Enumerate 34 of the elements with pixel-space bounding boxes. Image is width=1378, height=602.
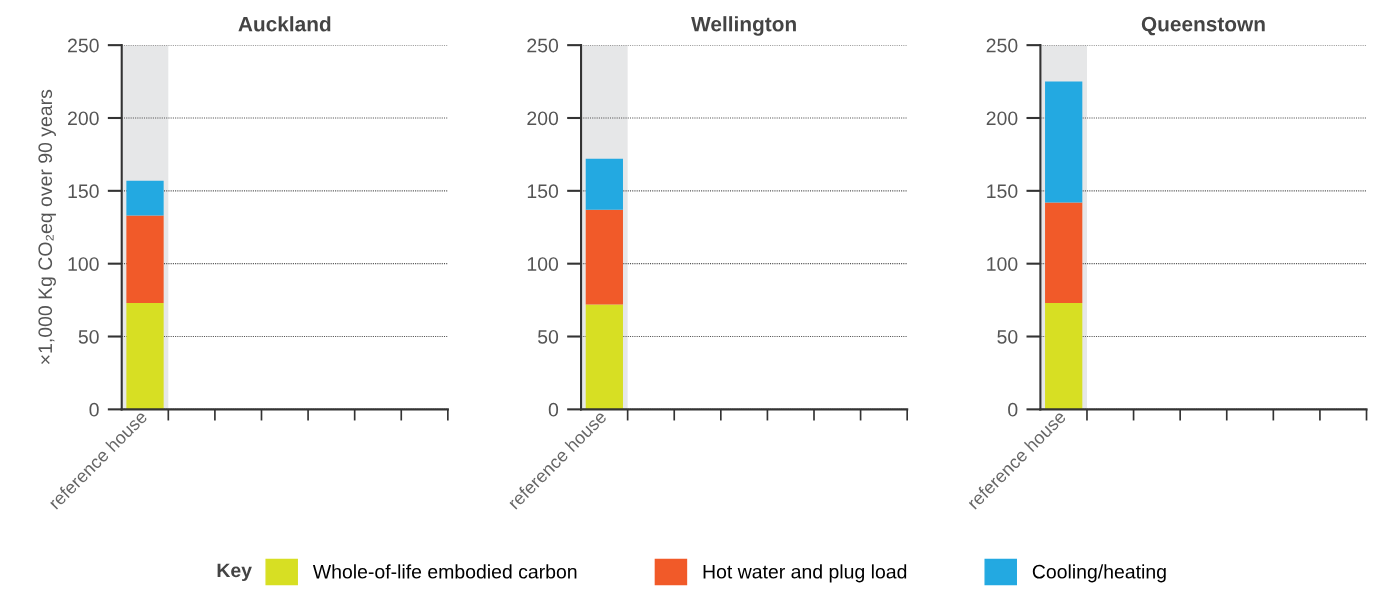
y-tick-label: 200 [986, 111, 1018, 126]
y-tick-label: 200 [527, 111, 559, 126]
y-tick-label: 150 [527, 184, 559, 199]
y-tick-label: 250 [68, 38, 99, 53]
bar [126, 215, 164, 304]
y-tick-label: 150 [68, 184, 99, 199]
y-tick-label: 150 [987, 184, 1018, 199]
y-tick-label: 50 [537, 329, 559, 344]
y-tick-label: 50 [78, 329, 99, 344]
bar [585, 304, 623, 410]
y-axis-title: ×1,000 Kg CO₂eq over 90 years [38, 89, 56, 364]
y-tick-label: 100 [68, 257, 99, 271]
y-tick-label: 0 [548, 402, 559, 417]
chart-title: Queenstown [1141, 16, 1265, 36]
y-tick-label: 100 [527, 257, 559, 271]
legend-label: Cooling/heating [1032, 564, 1166, 583]
y-tick-label: 250 [527, 38, 559, 53]
y-tick-label: 0 [1008, 402, 1018, 417]
y-tick-label: 200 [68, 111, 99, 126]
y-tick-label: 100 [987, 257, 1018, 271]
y-tick-label: 250 [986, 38, 1018, 53]
legend-label: Hot water and plug load [703, 564, 907, 583]
bar [1045, 202, 1083, 304]
chart-title: Auckland [238, 16, 331, 32]
bar [126, 180, 164, 216]
y-tick-label: 50 [997, 329, 1018, 344]
bar [1045, 303, 1083, 410]
bar [585, 158, 623, 210]
y-tick-label: 0 [89, 402, 99, 417]
legend-label: Whole-of-life embodied carbon [312, 564, 577, 579]
legend-title: Key [217, 563, 252, 582]
bar [585, 209, 623, 305]
bar [126, 303, 164, 410]
chart-title: Wellington [691, 16, 796, 36]
